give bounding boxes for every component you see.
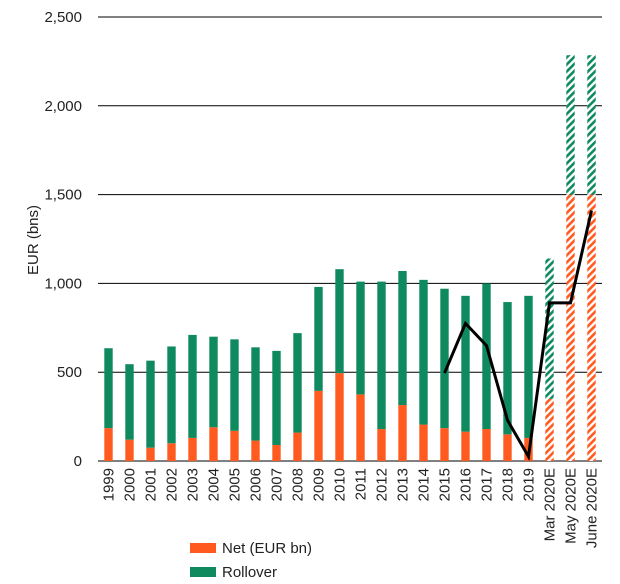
- bar-rollover-2011: [356, 281, 365, 395]
- legend-swatch-net: [190, 543, 216, 553]
- bar-rollover-2016: [461, 295, 470, 432]
- bar-rollover-2014: [419, 279, 428, 425]
- x-tick-label: June 2020E: [584, 468, 601, 548]
- bar-net-June-2020E: [587, 194, 596, 461]
- bar-rollover-2019: [524, 295, 533, 438]
- bar-net-2013: [398, 405, 407, 461]
- x-tick-label: 2006: [248, 468, 265, 501]
- legend-swatch-rollover: [190, 567, 216, 577]
- bar-net-May-2020E: [566, 194, 575, 461]
- x-tick-label: 2016: [458, 468, 475, 501]
- x-tick-label: 1999: [101, 468, 118, 501]
- bar-rollover-2010: [335, 269, 344, 374]
- bar-rollover-2013: [398, 270, 407, 406]
- bar-rollover-2007: [272, 350, 281, 446]
- y-tick-label: 0: [74, 453, 82, 470]
- bar-net-2007: [272, 445, 281, 461]
- line-series-path: [443, 210, 593, 462]
- x-tick-label: Mar 2020E: [542, 468, 559, 541]
- bar-net-2006: [251, 440, 260, 461]
- x-tick-label: 2011: [353, 468, 370, 500]
- bar-rollover-2002: [167, 346, 176, 444]
- y-tick-label: 1,000: [44, 275, 82, 292]
- bar-rollover-Mar-2020E: [545, 258, 554, 399]
- x-tick-label: 2018: [500, 468, 517, 501]
- bar-rollover-1999: [104, 348, 113, 429]
- legend-label-rollover: Rollover: [222, 563, 278, 581]
- x-tick-label: 2013: [395, 468, 412, 501]
- x-tick-label: May 2020E: [563, 468, 580, 544]
- bar-net-2011: [356, 394, 365, 461]
- x-tick-label: 2008: [290, 468, 307, 501]
- bar-rollover-May-2020E: [566, 55, 575, 195]
- bar-rollover-2012: [377, 281, 386, 430]
- bar-rollover-June-2020E: [587, 55, 596, 195]
- bar-net-2004: [209, 427, 218, 461]
- bar-net-2001: [146, 447, 155, 461]
- bar-net-2005: [230, 430, 239, 461]
- bar-net-2010: [335, 373, 344, 461]
- y-axis-title: EUR (bns): [25, 205, 42, 275]
- bar-net-2003: [188, 437, 197, 461]
- bar-net-2014: [419, 424, 428, 461]
- bar-net-2017: [482, 429, 491, 461]
- bar-net-2000: [125, 439, 134, 461]
- x-tick-label: 2014: [416, 468, 433, 501]
- bar-net-2002: [167, 443, 176, 461]
- bar-rollover-2003: [188, 334, 197, 438]
- x-tick-label: 2001: [143, 468, 160, 501]
- x-tick-label: 2002: [164, 468, 181, 501]
- x-tick-label: 2019: [521, 468, 538, 501]
- bar-net-Mar-2020E: [545, 398, 554, 461]
- y-axis-ticks: 0 500 1,000 1,500 2,000 2,500: [44, 9, 82, 470]
- bar-rollover-2001: [146, 360, 155, 448]
- line-series: [443, 210, 593, 462]
- bar-rollover-2015: [440, 288, 449, 429]
- x-tick-label: 2007: [269, 468, 286, 501]
- bar-net-1999: [104, 428, 113, 461]
- x-tick-label: 2005: [227, 468, 244, 501]
- x-tick-label: 2003: [185, 468, 202, 501]
- x-tick-label: 2015: [437, 468, 454, 501]
- legend-item-rollover: Rollover: [190, 560, 312, 584]
- x-tick-label: 2009: [311, 468, 328, 501]
- gridlines: [98, 16, 602, 462]
- bars: [104, 55, 596, 461]
- x-tick-label: 2010: [332, 468, 349, 501]
- x-tick-label: 2004: [206, 468, 223, 501]
- bar-rollover-2005: [230, 339, 239, 431]
- bar-net-2012: [377, 429, 386, 461]
- bar-rollover-2009: [314, 286, 323, 391]
- bar-net-2018: [503, 434, 512, 461]
- legend: Net (EUR bn) Rollover: [190, 536, 312, 584]
- bar-net-2016: [461, 431, 470, 461]
- bar-rollover-2000: [125, 364, 134, 440]
- bar-rollover-2018: [503, 302, 512, 435]
- y-tick-label: 1,500: [44, 187, 82, 204]
- x-tick-label: 2000: [122, 468, 139, 501]
- bar-net-2008: [293, 432, 302, 461]
- bar-rollover-2008: [293, 333, 302, 433]
- y-tick-label: 2,000: [44, 98, 82, 115]
- bar-net-2009: [314, 390, 323, 461]
- y-tick-label: 500: [57, 364, 82, 381]
- y-tick-label: 2,500: [44, 9, 82, 26]
- x-axis-ticks: 1999 2000 2001 2002 2003 2004 2005 2006 2007 2008…: [101, 468, 601, 548]
- x-tick-label: 2017: [479, 468, 496, 501]
- bar-net-2015: [440, 428, 449, 461]
- bar-rollover-2017: [482, 283, 491, 430]
- legend-label-net: Net (EUR bn): [222, 539, 313, 557]
- legend-item-net: Net (EUR bn): [190, 536, 312, 560]
- bar-rollover-2004: [209, 336, 218, 428]
- x-tick-label: 2012: [374, 468, 391, 501]
- bar-rollover-2006: [251, 347, 260, 441]
